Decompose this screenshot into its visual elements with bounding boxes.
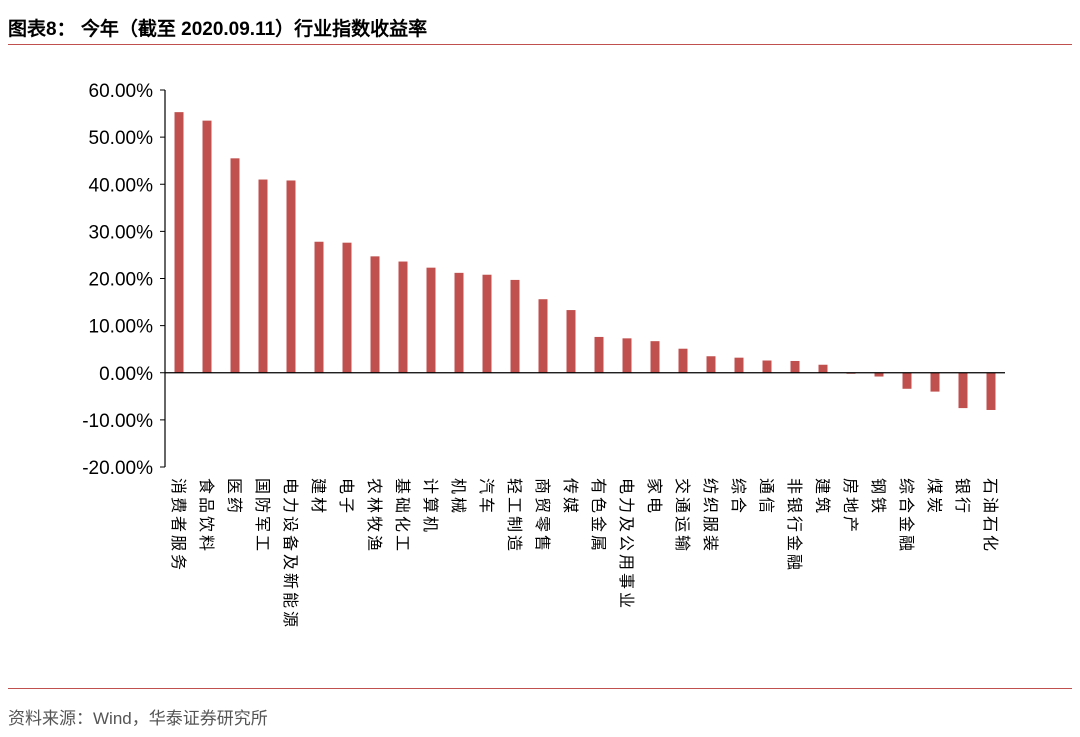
x-tick-label: 家电 — [645, 478, 664, 516]
y-tick-label: -10.00% — [82, 411, 153, 432]
x-tick-label: 食品饮料 — [197, 478, 216, 554]
bar — [566, 310, 576, 373]
bar — [342, 242, 352, 373]
x-tick-label: 轻工制造 — [505, 478, 524, 554]
bar — [986, 372, 996, 410]
bar — [706, 356, 716, 373]
bar — [678, 348, 688, 373]
bar — [874, 372, 884, 377]
bar — [818, 364, 828, 373]
x-tick-label: 医药 — [225, 478, 244, 516]
title-divider — [8, 44, 1072, 45]
x-tick-label: 传媒 — [561, 478, 580, 516]
x-tick-label: 消费者服务 — [169, 478, 188, 573]
x-tick-label: 综合 — [729, 478, 748, 516]
bar — [426, 267, 436, 373]
source-note: 资料来源：Wind，华泰证券研究所 — [8, 709, 268, 728]
bar — [230, 158, 240, 373]
x-tick-label: 银行 — [953, 478, 972, 516]
x-tick-label: 电子 — [337, 478, 356, 516]
x-tick-label: 房地产 — [841, 478, 860, 535]
figure-title: 图表8： 今年（截至 2020.09.11）行业指数收益率 — [8, 19, 428, 40]
bar — [258, 179, 268, 373]
x-tick-label: 基础化工 — [393, 478, 412, 554]
bar — [286, 180, 296, 373]
y-tick-label: 20.00% — [89, 270, 154, 291]
x-tick-label: 国防军工 — [253, 478, 272, 554]
bar — [594, 336, 604, 373]
x-tick-label: 煤炭 — [925, 478, 944, 516]
bar — [538, 299, 548, 373]
x-tick-label: 非银行金融 — [785, 478, 804, 573]
bar — [454, 272, 464, 373]
x-axis-labels: 消费者服务 食品饮料 医药 国防军工 电力设备及新能源 建材 电子 农林牧渔 基础化工 计算机 机械… — [169, 478, 1000, 630]
bar — [902, 372, 912, 389]
y-tick-label: 50.00% — [89, 128, 154, 149]
y-tick-label: 40.00% — [89, 175, 154, 196]
x-tick-label: 机械 — [449, 478, 468, 516]
x-tick-label: 通信 — [757, 478, 776, 516]
x-tick-label: 综合金融 — [897, 478, 916, 554]
x-tick-label: 建筑 — [813, 478, 832, 516]
bar — [734, 357, 744, 373]
x-tick-label: 钢铁 — [869, 478, 888, 516]
bar — [762, 360, 772, 373]
x-tick-label: 建材 — [309, 478, 328, 516]
y-axis-ticks: 60.00% 50.00% 40.00% 30.00% 20.00% 10.00% 0.00… — [82, 81, 165, 479]
y-tick-label: 10.00% — [89, 317, 154, 338]
x-tick-label: 汽车 — [477, 478, 496, 516]
bar — [510, 279, 520, 373]
x-tick-label: 交通运输 — [673, 478, 692, 554]
x-tick-label: 电力及公用事业 — [617, 478, 636, 611]
x-tick-label: 纺织服装 — [701, 478, 720, 554]
y-tick-label: -20.00% — [82, 458, 153, 479]
bar — [930, 372, 940, 392]
footer-divider — [8, 688, 1072, 689]
bar — [650, 341, 660, 373]
x-tick-label: 计算机 — [421, 478, 440, 535]
x-tick-label: 商贸零售 — [533, 478, 552, 554]
y-tick-label: 0.00% — [99, 364, 153, 385]
x-tick-label: 电力设备及新能源 — [281, 478, 300, 630]
bar — [482, 274, 492, 373]
x-tick-label: 石油石化 — [981, 478, 1000, 554]
bar — [314, 241, 324, 373]
bar — [202, 120, 212, 373]
bar — [958, 372, 968, 409]
bar — [790, 360, 800, 373]
bar — [622, 338, 632, 373]
x-tick-label: 有色金属 — [589, 478, 608, 554]
x-tick-label: 农林牧渔 — [365, 478, 384, 554]
y-tick-label: 30.00% — [89, 222, 154, 243]
bar — [174, 112, 184, 373]
bars — [174, 112, 996, 410]
bar — [370, 256, 380, 373]
y-tick-label: 60.00% — [89, 81, 154, 102]
bar — [398, 261, 408, 373]
